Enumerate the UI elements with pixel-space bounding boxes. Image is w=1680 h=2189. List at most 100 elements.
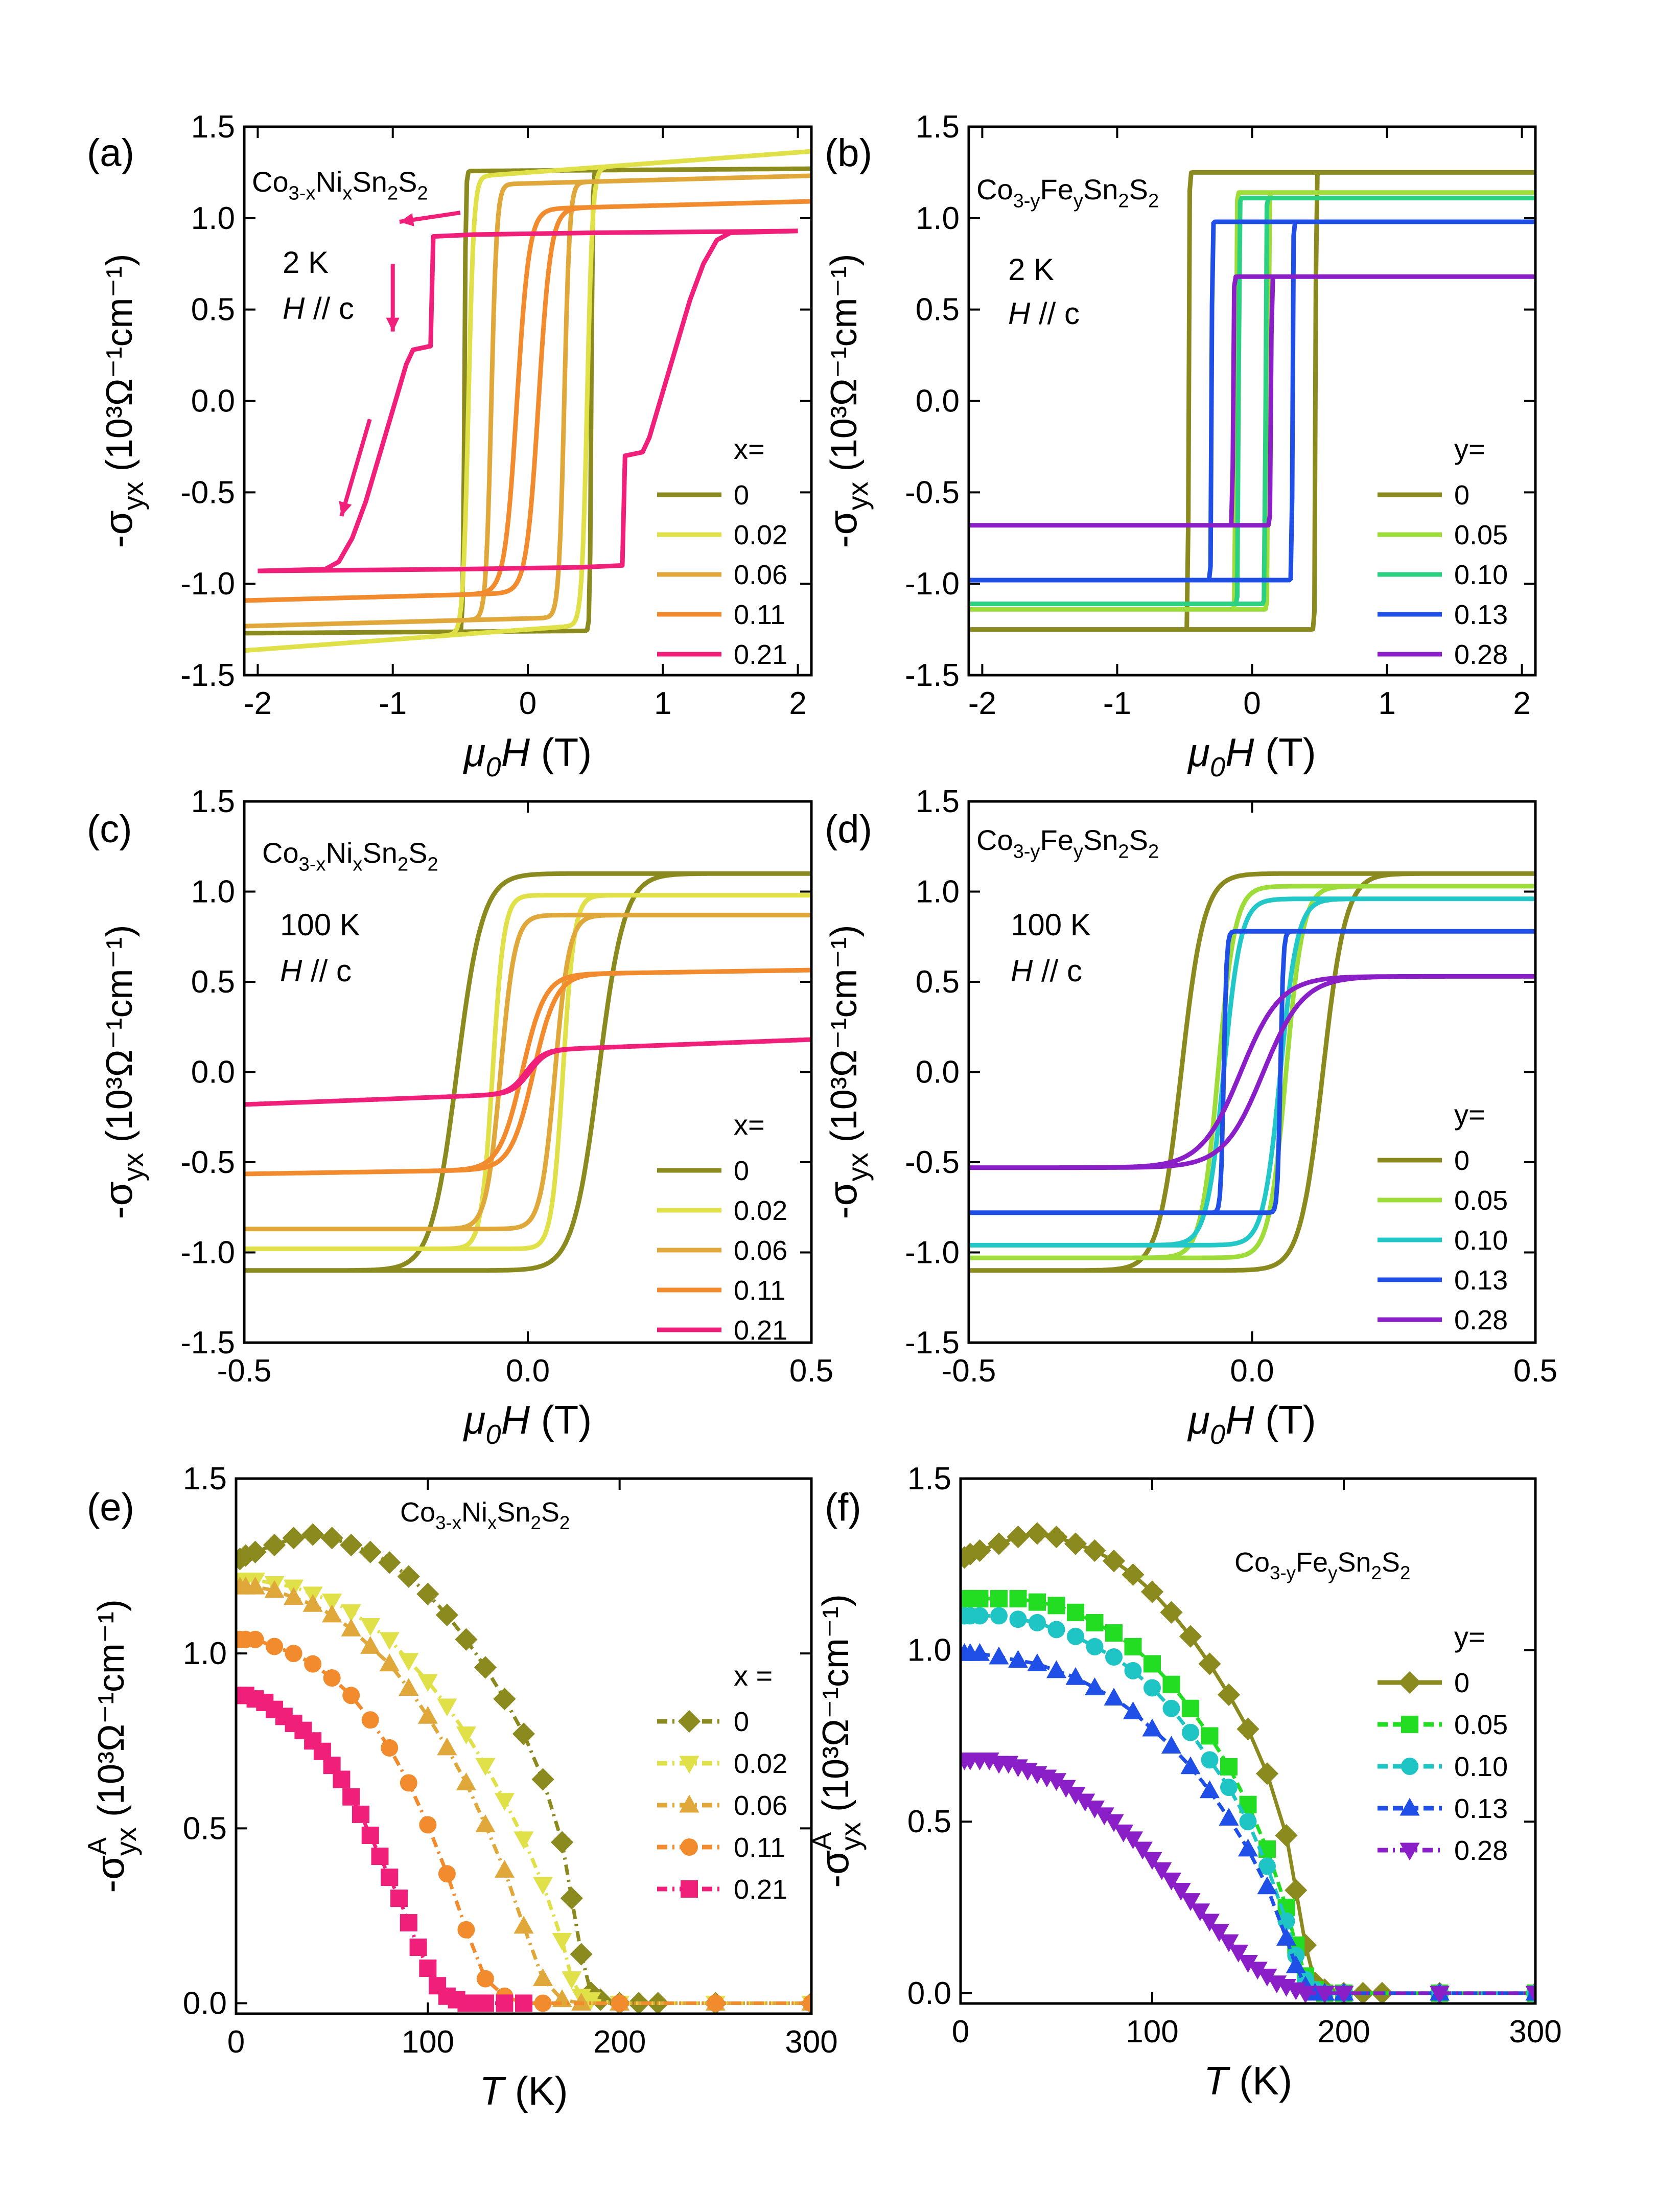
y-tick-label: 0.5 bbox=[907, 1804, 951, 1839]
data-point bbox=[322, 1594, 342, 1611]
data-point bbox=[323, 1669, 341, 1687]
data-point bbox=[1113, 1824, 1134, 1842]
legend-label: 0 bbox=[734, 1156, 749, 1186]
temperature-annotation: 100 K bbox=[1011, 908, 1091, 942]
x-tick-label: 300 bbox=[785, 2024, 837, 2060]
data-point bbox=[1217, 1683, 1241, 1706]
arrow-shaft bbox=[339, 419, 372, 517]
temperature-annotation: 2 K bbox=[1008, 252, 1054, 287]
data-point bbox=[1065, 1667, 1086, 1685]
data-point bbox=[1027, 1653, 1047, 1671]
data-point bbox=[264, 1580, 285, 1598]
y-tick-label: 0.0 bbox=[916, 384, 960, 419]
series-line-0.11 bbox=[244, 199, 811, 603]
y-tick-label: 1.0 bbox=[183, 1636, 227, 1671]
y-tick-label: 1.5 bbox=[916, 784, 960, 819]
data-point bbox=[359, 1540, 382, 1563]
data-point bbox=[1124, 1662, 1142, 1679]
series-line-0.06 bbox=[244, 912, 811, 1232]
y-tick-label: 1.5 bbox=[191, 784, 235, 819]
plot-frame bbox=[235, 1477, 813, 2015]
data-point bbox=[456, 1772, 476, 1790]
y-tick-label: 0.5 bbox=[191, 292, 235, 328]
series-line-0.11 bbox=[240, 1638, 811, 2005]
series-line-0.10 bbox=[969, 196, 1535, 606]
data-point bbox=[494, 1793, 515, 1811]
x-axis-label: T (K) bbox=[1204, 2058, 1292, 2103]
x-axis-label: T (K) bbox=[479, 2068, 568, 2113]
y-tick-label: -1.0 bbox=[905, 566, 960, 602]
y-tick-label: 0.5 bbox=[183, 1811, 227, 1846]
y-tick-label: -1.5 bbox=[905, 1325, 960, 1361]
y-tick-label: 1.0 bbox=[916, 874, 960, 910]
data-point bbox=[1161, 1872, 1182, 1891]
data-point bbox=[532, 1968, 553, 1987]
legend-title: y= bbox=[1454, 1621, 1485, 1653]
data-point bbox=[1029, 1593, 1046, 1611]
y-tick-label: 1.5 bbox=[191, 109, 235, 145]
y-tick-label: 1.0 bbox=[916, 201, 960, 236]
x-tick-label: 1 bbox=[1378, 686, 1395, 721]
legend: y= 0 0.05 0.10 0.13 0.28 bbox=[1378, 433, 1508, 670]
x-tick-label: 1 bbox=[654, 686, 671, 721]
data-point bbox=[1152, 1862, 1172, 1880]
data-point bbox=[1228, 1944, 1249, 1963]
data-point bbox=[399, 1653, 419, 1671]
data-point bbox=[1209, 1924, 1229, 1942]
x-tick-label: 0.5 bbox=[789, 1353, 833, 1389]
data-point bbox=[342, 1788, 360, 1806]
data-point bbox=[417, 1674, 438, 1692]
series-line-0.13 bbox=[969, 219, 1535, 583]
data-point bbox=[1276, 1928, 1297, 1946]
y-tick-label: 1.0 bbox=[191, 874, 235, 910]
x-tick-label: 0 bbox=[519, 686, 536, 721]
data-point bbox=[1220, 1758, 1238, 1776]
data-point bbox=[1257, 1968, 1277, 1987]
data-point bbox=[803, 1994, 811, 2012]
y-tick-label: 0.0 bbox=[191, 384, 235, 419]
data-point bbox=[552, 1932, 572, 1951]
y-tick-label: 0.5 bbox=[916, 964, 960, 1000]
data-point bbox=[1123, 1831, 1144, 1850]
data-point bbox=[475, 1758, 496, 1776]
legend-label: 0.02 bbox=[734, 520, 787, 550]
y-tick-label: -1.5 bbox=[905, 658, 960, 693]
series-line-0.28 bbox=[969, 274, 1535, 528]
legend-label: 0.05 bbox=[1454, 1185, 1508, 1216]
data-point bbox=[1220, 1779, 1238, 1796]
y-tick-label: -0.5 bbox=[180, 475, 235, 510]
plot-frame bbox=[243, 800, 813, 1344]
series-line-0.10 bbox=[964, 1614, 1535, 1995]
data-point bbox=[1045, 1526, 1068, 1549]
data-point bbox=[340, 1533, 363, 1557]
compound-formula: Co3-xNixSn2S2 bbox=[400, 1497, 570, 1533]
data-point bbox=[987, 1532, 1011, 1555]
data-point bbox=[341, 1604, 361, 1622]
legend-title: x = bbox=[734, 1660, 773, 1692]
series-line-0.02 bbox=[244, 893, 811, 1251]
legend-label: 0.13 bbox=[1454, 1793, 1508, 1824]
data-point bbox=[302, 1594, 323, 1612]
data-point bbox=[437, 1737, 457, 1756]
y-tick-label: 0.0 bbox=[916, 1055, 960, 1090]
data-point bbox=[971, 1589, 989, 1607]
data-point bbox=[1179, 1625, 1202, 1648]
data-point bbox=[361, 1827, 379, 1844]
legend-label: 0.13 bbox=[1454, 600, 1508, 630]
data-point bbox=[1219, 1934, 1239, 1952]
legend-label: 0.21 bbox=[734, 1315, 787, 1346]
data-point bbox=[580, 1992, 601, 2011]
data-point bbox=[1180, 1756, 1201, 1775]
plot-frame bbox=[967, 125, 1537, 677]
data-point bbox=[494, 1860, 515, 1878]
y-tick-label: 0.0 bbox=[191, 1055, 235, 1090]
x-tick-label: -0.5 bbox=[217, 1353, 272, 1389]
data-point bbox=[322, 1604, 342, 1623]
legend-title: x= bbox=[734, 1109, 765, 1141]
legend-label: 0.02 bbox=[734, 1748, 787, 1779]
data-point bbox=[1009, 1610, 1027, 1628]
x-axis-label: μ0H (T) bbox=[463, 730, 592, 782]
data-point bbox=[968, 1539, 991, 1562]
data-point bbox=[400, 1774, 417, 1792]
